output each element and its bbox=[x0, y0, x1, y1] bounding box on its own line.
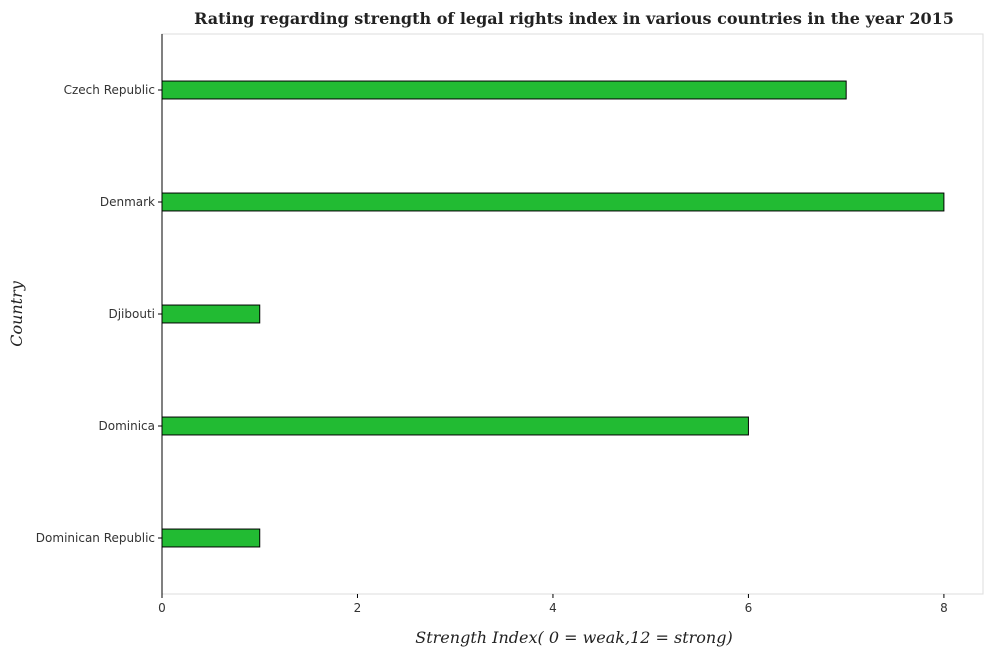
y-axis: Czech Republic Denmark Djibouti Dominica Dom… bbox=[36, 34, 163, 594]
y-tick-label: Dominican Republic bbox=[36, 531, 155, 545]
bar-dominica bbox=[161, 416, 749, 436]
bar-djibouti bbox=[161, 304, 261, 324]
x-axis-label: Strength Index( 0 = weak,12 = strong) bbox=[415, 628, 732, 647]
y-axis-label: Country bbox=[7, 280, 26, 347]
chart-title: Rating regarding strength of legal right… bbox=[194, 9, 954, 28]
y-tick-label: Denmark bbox=[100, 195, 155, 209]
x-axis: 0 2 4 6 8 bbox=[158, 594, 948, 615]
bar-dominican-republic bbox=[161, 528, 261, 548]
x-tick-label: 8 bbox=[940, 601, 948, 615]
x-tick-label: 0 bbox=[158, 601, 166, 615]
bars-group bbox=[161, 80, 945, 548]
y-tick-label: Czech Republic bbox=[64, 83, 155, 97]
x-tick-label: 2 bbox=[354, 601, 362, 615]
plot-frame bbox=[161, 33, 984, 595]
bar-czech-republic bbox=[161, 80, 847, 100]
y-tick-label: Djibouti bbox=[108, 307, 155, 321]
bar-denmark bbox=[161, 192, 945, 212]
x-tick-label: 4 bbox=[549, 601, 557, 615]
y-tick-label: Dominica bbox=[99, 419, 156, 433]
x-tick-label: 6 bbox=[745, 601, 753, 615]
